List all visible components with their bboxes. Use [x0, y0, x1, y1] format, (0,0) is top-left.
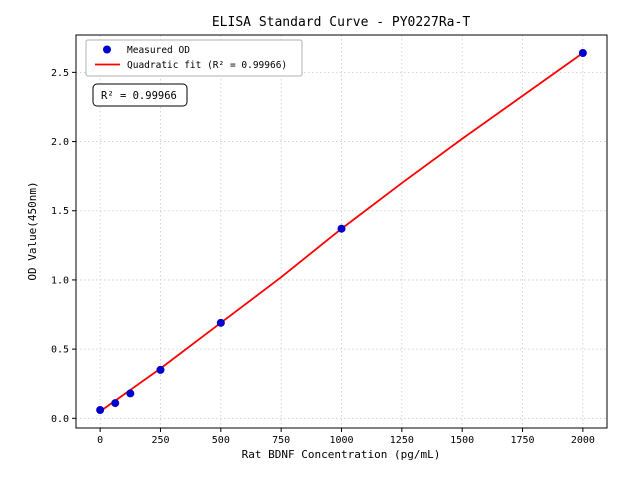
x-tick-label: 1750 — [510, 435, 534, 446]
x-tick-label: 250 — [151, 435, 169, 446]
y-tick-label: 0.0 — [51, 414, 69, 425]
y-axis-label: OD Value(450nm) — [26, 181, 39, 280]
x-tick-label: 2000 — [571, 435, 595, 446]
annotation-box — [92, 83, 188, 107]
legend-entry-quadratic-fit: Quadratic fit (R² = 0.99966) — [127, 60, 287, 71]
y-tick-label: 2.0 — [51, 137, 69, 148]
x-tick-label: 750 — [272, 435, 290, 446]
data-point — [216, 318, 225, 327]
y-tick-label: 1.5 — [51, 206, 69, 217]
data-point — [96, 406, 105, 415]
plot-area: 0 250 500 750 1000 1250 1500 1750 2000 0.0 0.5 1.0 1… — [51, 34, 608, 446]
data-point — [578, 48, 587, 57]
x-tick-label: 1250 — [390, 435, 414, 446]
chart-title: ELISA Standard Curve - PY0227Ra-T — [212, 15, 470, 30]
plot-border — [75, 34, 608, 429]
data-point — [111, 399, 120, 408]
legend: Measured OD Quadratic fit (R² = 0.99966) — [85, 39, 303, 77]
y-tick-label: 1.0 — [51, 275, 69, 286]
legend-entry-measured-od: Measured OD — [127, 45, 190, 56]
legend-box — [85, 39, 303, 77]
annotation-text: R² = 0.99966 — [101, 90, 177, 102]
x-tick-label: 1000 — [329, 435, 353, 446]
r-squared-annotation: R² = 0.99966 — [92, 83, 188, 107]
y-tick-label: 0.5 — [51, 345, 69, 356]
data-point — [156, 365, 165, 374]
data-point — [337, 224, 346, 233]
y-tick-label: 2.5 — [51, 68, 69, 79]
x-tick-label: 1500 — [450, 435, 474, 446]
data-point — [126, 389, 135, 398]
x-tick-label: 500 — [212, 435, 230, 446]
x-axis-label: Rat BDNF Concentration (pg/mL) — [242, 448, 441, 461]
x-tick-label: 0 — [97, 435, 103, 446]
legend-scatter-marker-icon — [103, 45, 111, 54]
